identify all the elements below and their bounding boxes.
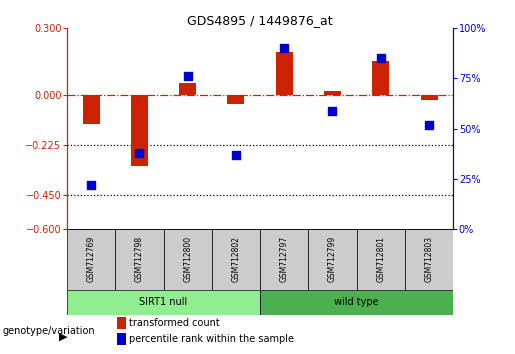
Bar: [260, 229, 308, 290]
Bar: [405, 229, 453, 290]
Point: [135, 150, 144, 155]
Bar: [228, 95, 245, 104]
Bar: [82, 95, 99, 124]
Text: wild type: wild type: [334, 297, 379, 307]
Text: SIRT1 null: SIRT1 null: [140, 297, 187, 307]
Text: GSM712803: GSM712803: [424, 236, 434, 282]
Text: ▶: ▶: [59, 332, 68, 342]
Text: GSM712769: GSM712769: [87, 236, 96, 282]
Point: [376, 56, 385, 61]
Point: [425, 122, 433, 127]
Text: GSM712799: GSM712799: [328, 236, 337, 282]
Bar: [212, 229, 260, 290]
Point: [183, 74, 192, 79]
Bar: [324, 91, 341, 95]
Title: GDS4895 / 1449876_at: GDS4895 / 1449876_at: [187, 14, 333, 27]
Point: [280, 46, 288, 51]
Bar: [276, 52, 293, 95]
Point: [329, 108, 337, 113]
Bar: [372, 61, 389, 95]
Text: GSM712800: GSM712800: [183, 236, 192, 282]
Bar: [131, 95, 148, 166]
Text: genotype/variation: genotype/variation: [3, 326, 95, 336]
Text: GSM712802: GSM712802: [231, 236, 241, 282]
Bar: [67, 229, 115, 290]
Bar: [115, 229, 163, 290]
Bar: [260, 290, 453, 315]
Point: [87, 182, 95, 188]
Bar: [117, 333, 126, 345]
Bar: [67, 290, 260, 315]
Bar: [117, 317, 126, 329]
Point: [232, 152, 240, 158]
Bar: [421, 95, 438, 99]
Text: GSM712797: GSM712797: [280, 236, 289, 282]
Bar: [308, 229, 356, 290]
Text: transformed count: transformed count: [129, 318, 219, 328]
Bar: [179, 83, 196, 95]
Bar: [163, 229, 212, 290]
Text: GSM712801: GSM712801: [376, 236, 385, 282]
Bar: [356, 229, 405, 290]
Text: percentile rank within the sample: percentile rank within the sample: [129, 334, 294, 344]
Text: GSM712798: GSM712798: [135, 236, 144, 282]
